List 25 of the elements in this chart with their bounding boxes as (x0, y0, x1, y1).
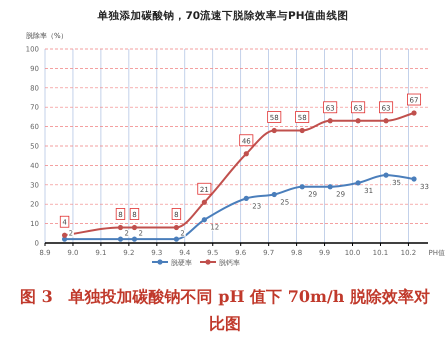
point (132, 224, 138, 230)
point (356, 180, 361, 186)
point (174, 224, 179, 230)
point (118, 224, 124, 230)
point (411, 176, 417, 182)
point (300, 184, 305, 190)
point (328, 184, 333, 190)
point (383, 118, 389, 124)
point (356, 118, 361, 124)
point (202, 217, 207, 222)
point (328, 118, 333, 124)
point (300, 128, 305, 134)
chart-title: 单独添加碳酸钠，70流速下脱除效率与PH值曲线图 (96, 9, 349, 22)
point (244, 151, 249, 156)
point (118, 236, 124, 242)
point (383, 172, 389, 178)
point (202, 200, 207, 205)
point (411, 110, 417, 116)
point (244, 196, 249, 201)
caption: 图 3 单独投加碳酸钠不同 pH 值下 70m/h 脱除效率对比图 (20, 286, 430, 335)
point (272, 192, 277, 198)
point (132, 236, 138, 242)
point (174, 236, 179, 242)
point (272, 128, 277, 134)
point (62, 232, 68, 238)
